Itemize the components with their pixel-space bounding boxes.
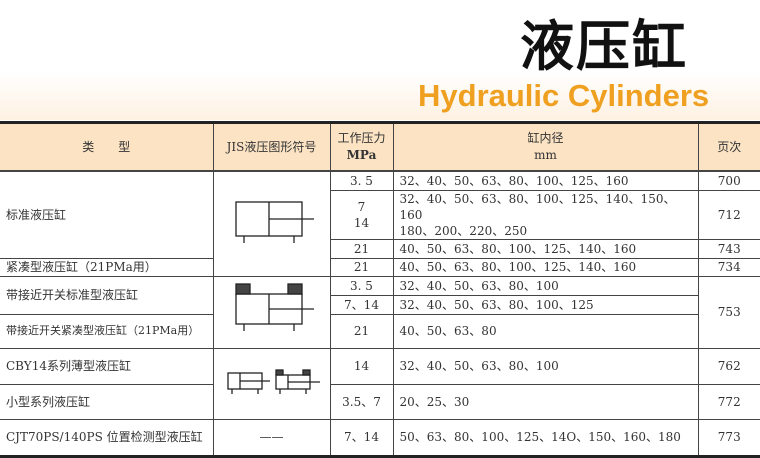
page-title: 液压缸 bbox=[520, 15, 688, 78]
page-subtitle: Hydraulic Cylinders bbox=[418, 78, 710, 113]
cylinder-symbol-icon bbox=[212, 171, 330, 277]
table-row: 紧凑型液压缸（21PMa用） 21 40、50、63、80、100、125、14… bbox=[0, 258, 760, 277]
table-header: 类 型 JIS液压图形符号 工作压力 MPa 缸内径 mm 页次 bbox=[0, 121, 760, 172]
table-row: 带接近开关标准型液压缸 3. 5 32、40、50、63、80、100 753 bbox=[0, 276, 760, 349]
col-type: 类 型 bbox=[0, 121, 213, 172]
table-row: 带接近开关紧凑型液压缸（21PMa用） 21 40、50、63、80 bbox=[0, 314, 760, 349]
table-row: 标准液压缸 3. 5 32、40、50、63、80、100、125、160 70… bbox=[0, 171, 760, 277]
col-pressure: 工作压力 MPa bbox=[329, 121, 393, 172]
col-symbol: JIS液压图形符号 bbox=[212, 121, 330, 172]
table-row: 7、14 32、40、50、63、80、100、125 bbox=[0, 295, 760, 315]
thin-cylinder-symbol-icon bbox=[212, 348, 330, 420]
cylinder-table: 类 型 JIS液压图形符号 工作压力 MPa 缸内径 mm 页次 标准液压缸 3. … bbox=[0, 121, 760, 458]
table-row: CJT70PS/140PS 位置检测型液压缸 —— 7、14 50、63、80、… bbox=[0, 419, 760, 458]
col-bore: 缸内径 mm bbox=[392, 121, 698, 172]
table-row: 7 14 32、40、50、63、80、100、125、140、150、160 18… bbox=[0, 190, 760, 240]
header-band bbox=[0, 0, 760, 120]
table-row: CBY14系列薄型液压缸 14 32、40、50、63、80、100 762 bbox=[0, 348, 760, 420]
cylinder-switch-symbol-icon bbox=[212, 276, 330, 349]
table-row: 21 40、50、63、80、100、125、140、160 743 bbox=[0, 239, 760, 259]
table-row: 小型系列液压缸 3.5、7 20、25、30 772 bbox=[0, 384, 760, 420]
col-page: 页次 bbox=[697, 121, 760, 172]
